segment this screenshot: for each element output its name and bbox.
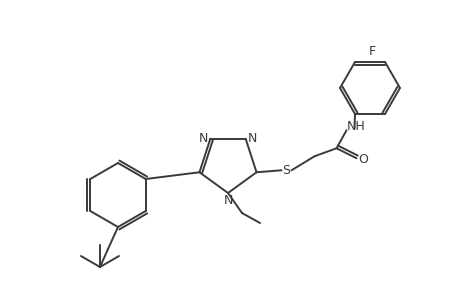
Text: NH: NH bbox=[347, 120, 365, 133]
Text: N: N bbox=[223, 194, 232, 208]
Text: S: S bbox=[282, 164, 290, 177]
Text: N: N bbox=[198, 132, 207, 145]
Text: O: O bbox=[358, 153, 368, 166]
Text: F: F bbox=[368, 44, 375, 58]
Text: N: N bbox=[247, 132, 257, 145]
